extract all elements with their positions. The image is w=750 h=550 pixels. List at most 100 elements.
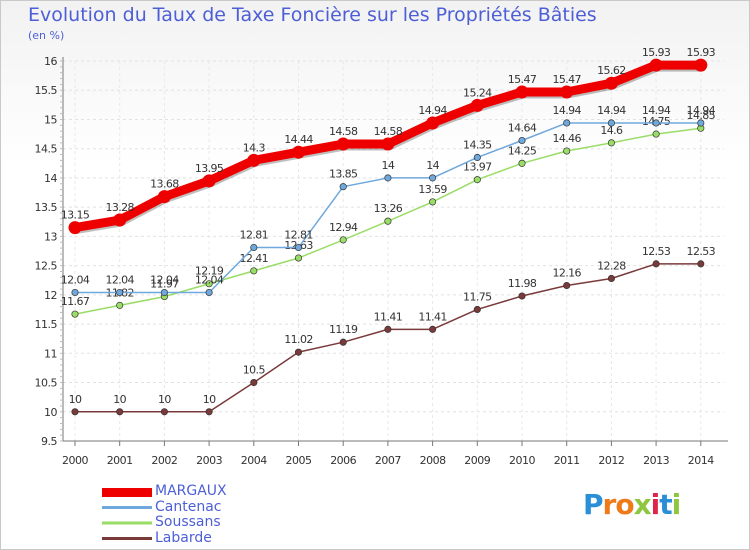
data-point-margaux	[157, 190, 171, 204]
x-tick-label: 2014	[688, 454, 714, 467]
x-tick-label: 2012	[598, 454, 624, 467]
data-label-soussans: 11.67	[61, 295, 90, 308]
data-point-cantenac	[607, 119, 615, 127]
y-tick-label: 10	[44, 406, 57, 419]
chart-title: Evolution du Taux de Taxe Foncière sur l…	[28, 4, 597, 26]
data-point-soussans	[473, 176, 481, 184]
y-tick-label: 13	[44, 230, 57, 243]
data-label-margaux: 14.58	[329, 125, 358, 138]
data-label-soussans: 13.97	[463, 161, 492, 174]
legend-label-cantenac: Cantenac	[155, 498, 222, 515]
data-label-soussans: 13.26	[374, 202, 403, 215]
data-label-soussans: 12.19	[195, 265, 224, 278]
data-point-soussans	[71, 310, 79, 318]
data-label-margaux: 15.62	[597, 64, 626, 77]
data-point-soussans	[116, 301, 124, 309]
data-point-cantenac	[339, 183, 347, 191]
data-point-labarde	[205, 408, 213, 416]
data-label-margaux: 13.15	[61, 209, 90, 222]
data-point-margaux	[560, 85, 574, 99]
y-tick-label: 14	[44, 172, 57, 185]
data-point-soussans	[607, 139, 615, 147]
data-point-labarde	[116, 408, 124, 416]
data-point-labarde	[697, 260, 705, 268]
data-point-labarde	[71, 408, 79, 416]
data-point-margaux	[515, 85, 529, 99]
data-point-margaux	[604, 76, 618, 90]
data-point-soussans	[294, 254, 303, 262]
data-label-margaux: 14.44	[284, 133, 313, 146]
data-label-margaux: 15.93	[687, 46, 716, 59]
data-label-margaux: 14.94	[418, 104, 447, 117]
data-point-margaux	[649, 58, 663, 72]
y-tick-label: 15.5	[35, 84, 58, 97]
data-point-soussans	[384, 217, 392, 225]
data-point-cantenac	[652, 119, 660, 127]
data-label-margaux: 15.24	[463, 86, 492, 99]
data-label-cantenac: 12.81	[240, 228, 269, 241]
legend-swatch-cantenac	[102, 506, 152, 509]
y-tick-label: 9.5	[41, 435, 57, 448]
data-point-margaux	[426, 116, 440, 130]
x-tick-label: 2001	[107, 454, 133, 467]
data-point-labarde	[652, 260, 660, 268]
data-label-soussans: 14.6	[600, 124, 623, 137]
data-point-labarde	[429, 325, 437, 333]
data-label-margaux: 13.68	[150, 178, 179, 191]
y-tick-label: 11.5	[35, 318, 58, 331]
data-label-cantenac: 14	[426, 159, 439, 172]
x-tick-label: 2006	[330, 454, 356, 467]
legend-label-soussans: Soussans	[155, 514, 221, 530]
data-label-labarde: 10	[158, 393, 171, 406]
data-point-labarde	[607, 274, 615, 283]
data-point-margaux	[68, 221, 82, 235]
data-label-cantenac: 12.04	[150, 274, 179, 287]
data-label-cantenac: 14.94	[642, 104, 671, 117]
y-tick-label: 12.5	[35, 260, 58, 273]
data-label-soussans: 12.94	[329, 221, 358, 234]
y-tick-label: 11	[44, 347, 57, 360]
data-point-margaux	[694, 58, 708, 72]
data-point-soussans	[563, 147, 571, 155]
data-label-labarde: 12.53	[642, 245, 671, 258]
y-tick-label: 10.5	[35, 377, 58, 390]
x-tick-label: 2010	[509, 454, 535, 467]
data-point-labarde	[294, 348, 303, 356]
data-label-cantenac: 14.64	[508, 122, 537, 135]
data-label-cantenac: 14.35	[463, 138, 492, 151]
data-point-soussans	[205, 280, 213, 288]
data-label-labarde: 11.41	[418, 310, 447, 323]
data-label-labarde: 11.41	[374, 310, 403, 323]
data-label-labarde: 12.16	[552, 266, 581, 279]
x-tick-label: 2003	[196, 454, 222, 467]
legend-swatch-labarde	[102, 537, 152, 540]
data-label-cantenac: 14.94	[687, 104, 716, 117]
data-label-cantenac: 14.94	[552, 104, 581, 117]
y-tick-label: 12	[44, 289, 57, 302]
x-tick-label: 2008	[420, 454, 446, 467]
data-label-soussans: 14.25	[508, 144, 537, 157]
legend-swatch-margaux	[102, 488, 152, 497]
data-label-labarde: 12.53	[687, 245, 716, 258]
data-point-soussans	[339, 236, 347, 244]
data-label-labarde: 10.5	[243, 364, 266, 377]
data-label-soussans: 14.46	[552, 132, 581, 145]
data-point-cantenac	[563, 119, 571, 127]
data-point-soussans	[429, 198, 437, 206]
data-label-labarde: 11.98	[508, 277, 537, 290]
data-point-cantenac	[384, 174, 392, 182]
data-point-soussans	[652, 130, 660, 138]
data-point-soussans	[518, 159, 526, 167]
data-point-labarde	[384, 325, 392, 333]
data-label-soussans: 11.97	[150, 278, 179, 291]
data-point-labarde	[473, 305, 481, 314]
data-point-cantenac	[294, 243, 303, 252]
x-tick-label: 2009	[464, 454, 490, 467]
data-label-cantenac: 12.04	[61, 274, 90, 287]
data-label-labarde: 12.28	[597, 259, 626, 272]
data-label-margaux: 15.47	[508, 73, 537, 86]
data-point-cantenac	[71, 288, 79, 297]
data-label-margaux: 13.95	[195, 162, 224, 175]
legend-swatch-soussans	[102, 521, 152, 525]
